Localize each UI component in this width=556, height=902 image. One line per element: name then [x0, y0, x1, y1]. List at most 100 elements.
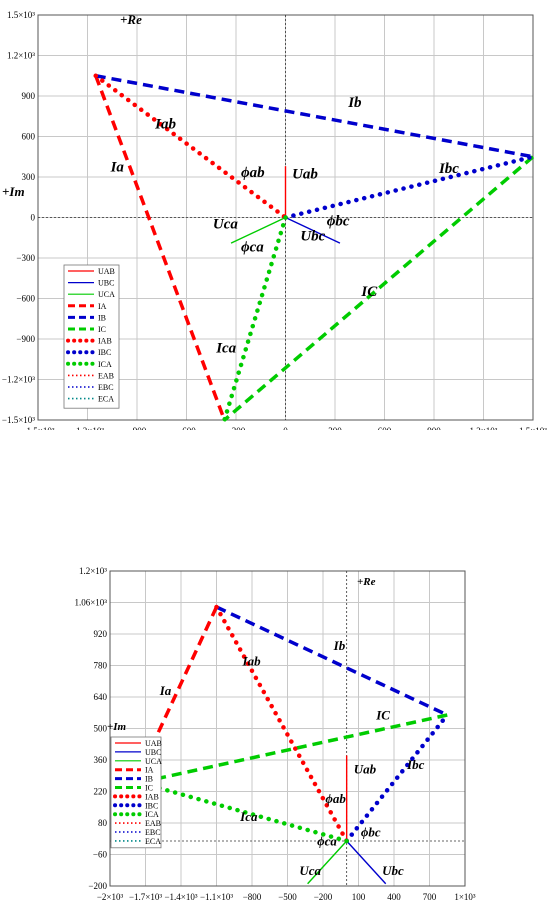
annotation-label: Uca	[299, 863, 321, 878]
annotation-label: ϕca	[241, 239, 264, 255]
annotation-label: Uca	[213, 216, 238, 232]
series-ica	[222, 215, 288, 423]
annotation-label: Iab	[154, 116, 176, 132]
re-axis-label: +Re	[357, 576, 376, 588]
annotation-label: Ibc	[438, 161, 459, 177]
y-tick-label: −60	[93, 850, 108, 860]
annotation-label: Iab	[242, 654, 262, 669]
legend-label-ib: IB	[145, 775, 153, 784]
x-tick-label: −1.4×10³	[164, 892, 197, 902]
phasor-chart-2: −2×10³ −1.7×10³ −1.4×10³ −1.1×10³ −800 −500 −2…	[74, 566, 476, 902]
annotation-label: Ica	[239, 809, 258, 824]
x-tick-label: −900	[128, 426, 147, 430]
annotation-label: Uab	[292, 166, 318, 182]
x-tick-label: −800	[243, 892, 262, 902]
legend-label-ib: IB	[98, 313, 106, 322]
legend-label-ica: ICA	[98, 360, 112, 369]
series-iab	[93, 73, 288, 220]
y-tick-label: 900	[22, 91, 36, 101]
y-tick-label: −1.5×10³	[2, 415, 35, 425]
x-tick-label: −1.7×10³	[129, 892, 162, 902]
y-tick-label: 920	[94, 629, 108, 639]
y-tick-label: 300	[22, 172, 36, 182]
y-tick-label: 0	[31, 213, 36, 223]
annotation-label: IC	[360, 284, 378, 300]
annotation-label: ϕab	[325, 791, 346, 806]
legend-label-uca: UCA	[145, 757, 162, 766]
y-tick-label: 780	[94, 661, 108, 671]
legend-label-eca: ECA	[145, 837, 161, 846]
series-ic	[223, 155, 535, 422]
legend-label-ibc: IBC	[145, 801, 158, 810]
series-ib	[215, 605, 448, 717]
legend-label-eab: EAB	[98, 371, 114, 380]
annotation-label: Ubc	[300, 228, 325, 244]
x-tick-label: 600	[378, 426, 392, 430]
series-ia	[94, 75, 227, 421]
y-tick-label: −1.2×10³	[2, 375, 35, 385]
legend-label-ebc: EBC	[98, 383, 114, 392]
x-tick-label: 900	[427, 426, 441, 430]
annotation-label: ϕab	[241, 165, 265, 181]
x-tick-label: −500	[278, 892, 297, 902]
legend-label-iab: IAB	[145, 792, 159, 801]
im-axis-label: +Im	[107, 721, 127, 733]
annotation-label: Ia	[110, 160, 125, 176]
series-ib	[95, 74, 534, 159]
y-tick-label: 1.5×10³	[7, 10, 35, 20]
y-tick-label: 1.2×10³	[7, 51, 35, 61]
series-uca	[307, 840, 348, 885]
y-tick-label: −900	[16, 334, 35, 344]
series-ica	[137, 780, 349, 844]
y-tick-label: 1.06×10³	[74, 598, 107, 608]
x-tick-label: 0	[283, 426, 288, 430]
annotation-label: Ib	[347, 95, 362, 111]
series-ubc	[285, 216, 341, 244]
plot-frame	[109, 570, 466, 887]
series-ibc	[344, 712, 450, 844]
annotation-label: ϕbc	[327, 214, 350, 230]
legend-label-uab: UAB	[98, 267, 115, 276]
x-tick-label: 300	[328, 426, 342, 430]
series-ic	[139, 713, 448, 785]
legend-label-ia: IA	[145, 766, 154, 775]
legend-label-ebc: EBC	[145, 828, 161, 837]
x-tick-label: 1.5×10³	[519, 426, 547, 430]
legend-box	[63, 264, 120, 409]
y-tick-label: 220	[94, 787, 108, 797]
legend-label-ibc: IBC	[98, 348, 111, 357]
x-tick-label: 400	[387, 892, 401, 902]
x-tick-label: 700	[423, 892, 437, 902]
annotation-label: Ica	[215, 341, 236, 357]
annotation-label: IC	[375, 708, 390, 723]
y-tick-label: 360	[94, 755, 108, 765]
x-tick-label: 100	[352, 892, 366, 902]
annotation-label: ϕbc	[361, 825, 381, 840]
legend-label-uca: UCA	[98, 290, 115, 299]
series-iab	[214, 604, 349, 844]
y-tick-label: 500	[94, 724, 108, 734]
series-ubc	[346, 840, 387, 885]
y-tick-label: −200	[88, 881, 107, 891]
y-tick-label: 600	[22, 132, 36, 142]
annotation-label: Uab	[354, 762, 377, 777]
x-tick-label: −1.1×10³	[200, 892, 233, 902]
x-tick-label: −1.5×10³	[21, 426, 54, 430]
y-tick-label: 80	[98, 818, 108, 828]
x-tick-label: −1.2×10³	[71, 426, 104, 430]
legend-label-ic: IC	[98, 325, 106, 334]
legend-label-eca: ECA	[98, 395, 114, 404]
series-ia	[143, 606, 219, 761]
series-uca	[230, 216, 286, 244]
x-tick-label: 1×10³	[454, 892, 476, 902]
x-tick-label: −200	[314, 892, 333, 902]
x-tick-label: −300	[227, 426, 246, 430]
legend-label-ica: ICA	[145, 810, 159, 819]
legend-label-ubc: UBC	[145, 748, 161, 757]
x-tick-label: −600	[177, 426, 196, 430]
im-axis-label: +Im	[2, 184, 25, 199]
legend-label-ubc: UBC	[98, 279, 114, 288]
annotation-label: Ubc	[382, 863, 404, 878]
annotation-label: ϕca	[317, 834, 337, 849]
annotation-label: Ibc	[406, 757, 425, 772]
